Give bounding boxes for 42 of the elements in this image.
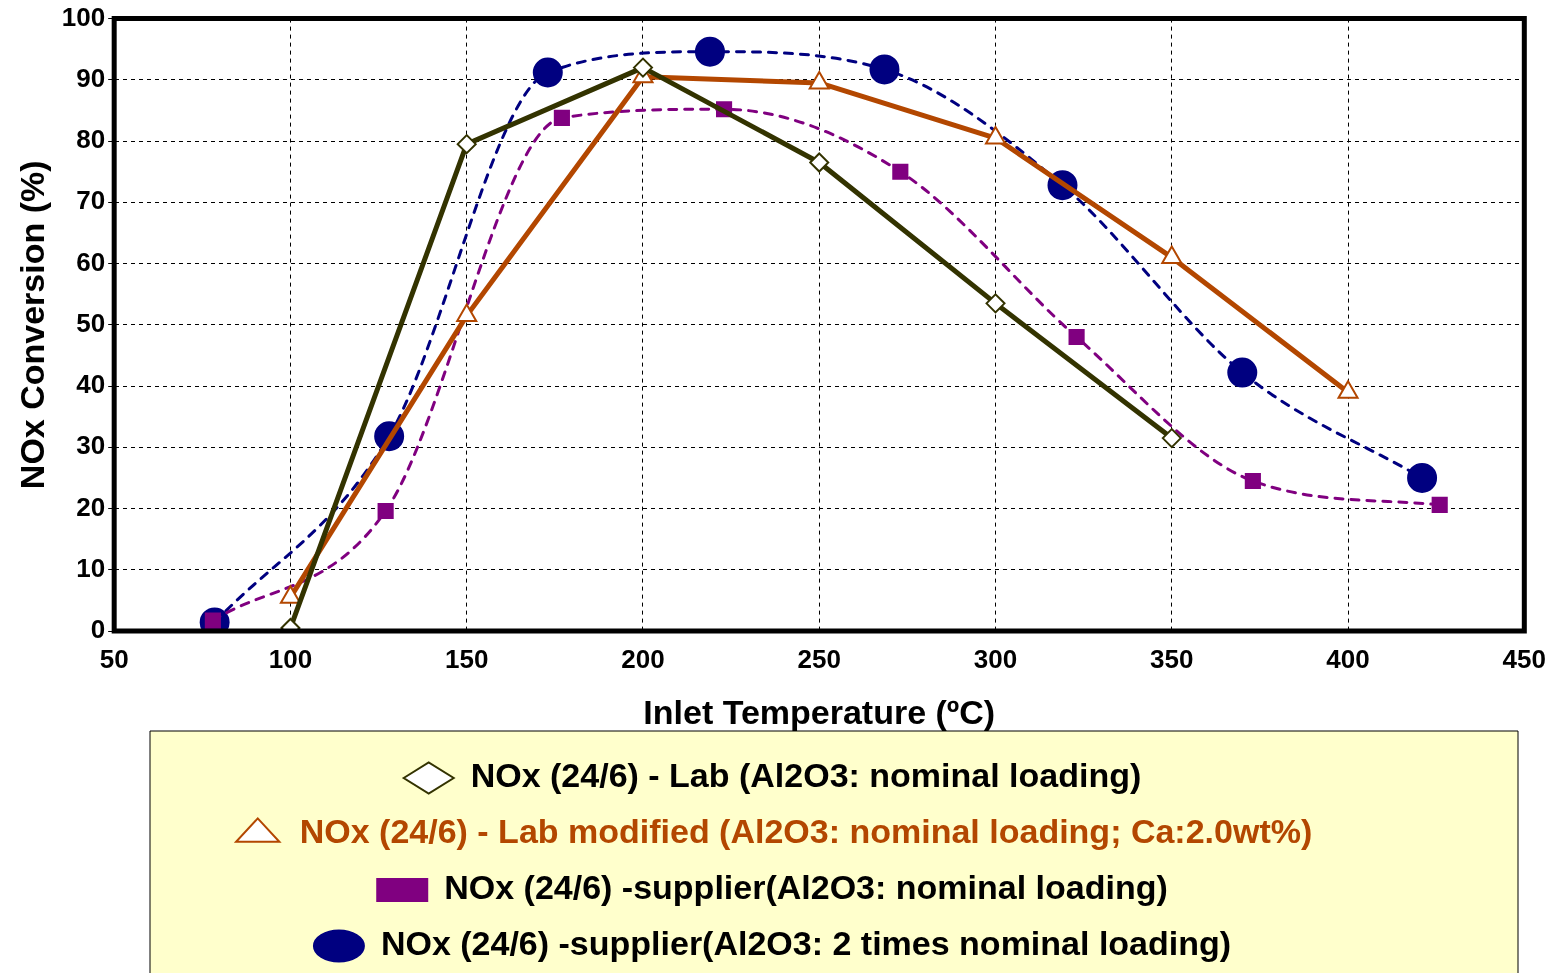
y-tick-label: 60	[76, 246, 106, 277]
point	[632, 57, 653, 78]
y-tick-label: 70	[76, 185, 106, 216]
point	[456, 134, 477, 155]
y-tick-label: 10	[76, 552, 106, 583]
y-tick-label: 50	[76, 307, 106, 338]
point	[1431, 496, 1448, 513]
x-tick-label: 200	[621, 643, 665, 674]
y-tick-label: 20	[76, 491, 106, 522]
point	[1161, 428, 1182, 449]
y-tick-label: 80	[76, 124, 106, 155]
x-tick-label: 50	[99, 643, 129, 674]
point	[1068, 328, 1085, 346]
point	[1244, 472, 1261, 490]
y-axis-title: NOx Conversion (%)	[12, 160, 51, 490]
point	[553, 109, 570, 126]
legend-label: NOx (24/6) -supplier(Al2O3: nominal loading)	[444, 868, 1168, 907]
x-axis-title: Inlet Temperature (ºC)	[643, 692, 996, 731]
x-tick-label: 100	[268, 643, 313, 674]
point	[892, 163, 909, 180]
legend-label: NOx (24/6) - Lab (Al2O3: nominal loading)	[470, 756, 1142, 795]
point	[1407, 462, 1438, 493]
x-tick-label: 300	[973, 643, 1018, 674]
legend-label: NOx (24/6) -supplier(Al2O3: 2 times nominal loading)	[380, 924, 1232, 963]
point	[809, 152, 830, 173]
point	[377, 502, 394, 520]
x-tick-label: 450	[1502, 643, 1547, 674]
x-tick-label: 250	[797, 643, 841, 674]
y-tick-label: 40	[76, 369, 106, 400]
y-tick-label: 0	[90, 614, 106, 645]
point	[985, 293, 1006, 314]
point	[694, 36, 725, 67]
x-tick-label: 150	[445, 643, 489, 674]
x-tick-label: 350	[1150, 643, 1194, 674]
point	[1227, 357, 1258, 388]
y-tick-label: 90	[76, 63, 106, 94]
y-tick-label: 100	[61, 1, 106, 32]
legend-label: NOx (24/6) - Lab modified (Al2O3: nominal loading; Ca:2.0wt%)	[299, 812, 1313, 851]
point	[869, 54, 900, 85]
point	[532, 57, 563, 88]
x-tick-label: 400	[1326, 643, 1370, 674]
y-tick-label: 30	[76, 430, 106, 461]
